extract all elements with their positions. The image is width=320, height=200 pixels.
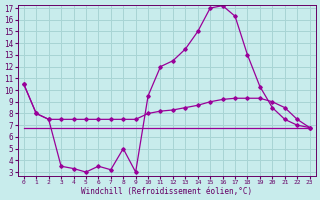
X-axis label: Windchill (Refroidissement éolien,°C): Windchill (Refroidissement éolien,°C) (81, 187, 252, 196)
